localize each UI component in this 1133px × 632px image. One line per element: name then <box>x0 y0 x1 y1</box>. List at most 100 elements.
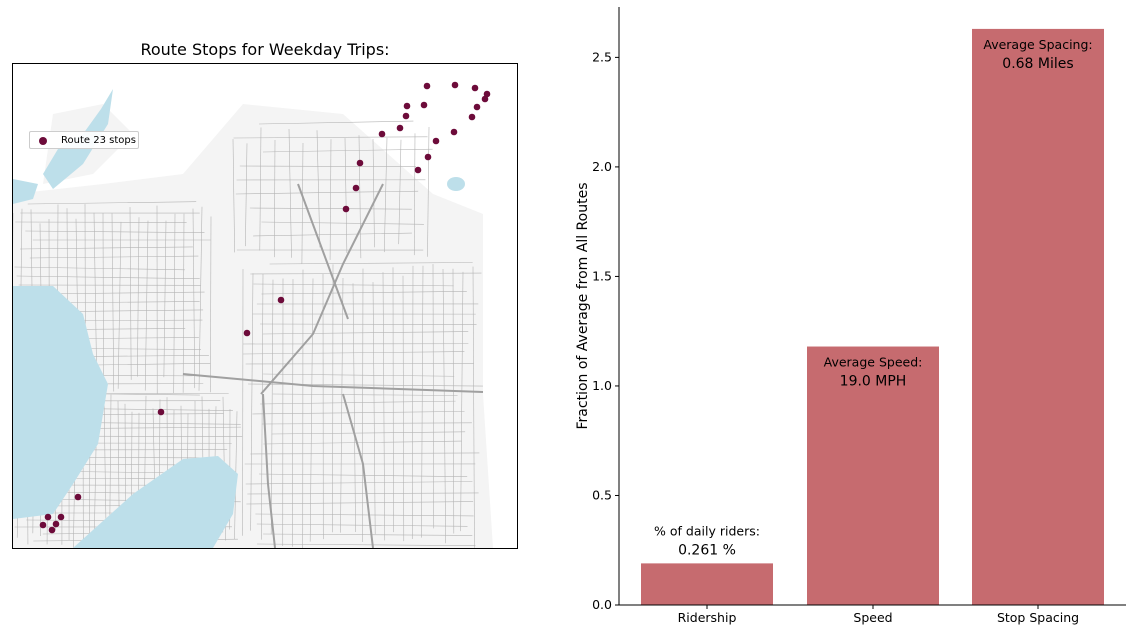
route-stop[interactable] <box>352 184 360 192</box>
route-stop[interactable] <box>74 493 82 501</box>
route-stop[interactable] <box>451 81 459 89</box>
road <box>261 221 424 225</box>
route-stops <box>39 81 491 534</box>
route-stop[interactable] <box>402 112 410 120</box>
route-map[interactable]: Route 23 stops <box>12 63 518 549</box>
road <box>256 543 476 546</box>
route-stop[interactable] <box>396 124 404 132</box>
road <box>250 452 480 455</box>
annotation-label: % of daily riders: <box>654 523 760 538</box>
legend-label: Route 23 stops <box>61 135 136 146</box>
road <box>316 130 321 248</box>
road <box>427 126 430 257</box>
stop-marker-icon <box>39 137 47 145</box>
road <box>301 142 304 264</box>
map-title: Route Stops for Weekday Trips: <box>140 40 390 59</box>
route-stop[interactable] <box>471 84 479 92</box>
road <box>262 148 433 153</box>
route-stop[interactable] <box>481 95 489 103</box>
road <box>442 268 446 544</box>
road <box>245 143 248 247</box>
route-stop[interactable] <box>277 296 285 304</box>
route-stop[interactable] <box>356 159 364 167</box>
road <box>173 213 176 393</box>
road-network <box>13 120 484 548</box>
route-stop[interactable] <box>52 520 60 528</box>
y-tick-label: 2.0 <box>592 159 612 174</box>
road <box>259 127 262 251</box>
land-area <box>13 104 493 548</box>
route-stop[interactable] <box>57 513 65 521</box>
route-stop[interactable] <box>423 82 431 90</box>
road <box>16 275 200 280</box>
x-tick-label: Ridership <box>678 610 737 625</box>
highway <box>342 393 374 548</box>
road <box>413 133 416 256</box>
road <box>460 271 464 532</box>
bar-annotations: % of daily riders: 0.261 % Average Speed: 1… <box>654 37 1093 558</box>
road <box>398 139 402 245</box>
route-stop[interactable] <box>403 102 411 110</box>
bars <box>641 28 1104 605</box>
annotation-label: Average Speed: <box>824 355 923 370</box>
road <box>260 323 477 325</box>
road <box>352 283 356 533</box>
route-stop[interactable] <box>414 166 422 174</box>
map-legend: Route 23 stops <box>29 131 139 149</box>
highway <box>260 183 384 395</box>
road <box>233 136 428 139</box>
road <box>27 201 197 205</box>
road <box>252 232 412 237</box>
road <box>232 139 235 253</box>
route-stop[interactable] <box>424 153 432 161</box>
road <box>210 216 212 393</box>
road <box>383 137 388 253</box>
route-stop[interactable] <box>450 128 458 136</box>
road <box>245 481 473 485</box>
road <box>129 207 132 380</box>
road <box>271 431 466 435</box>
road <box>259 120 414 125</box>
road <box>144 220 149 391</box>
road <box>261 422 472 425</box>
road <box>198 206 203 391</box>
road <box>269 262 473 265</box>
route-stop[interactable] <box>378 130 386 138</box>
route-stop[interactable] <box>243 329 251 337</box>
route-stop[interactable] <box>157 408 165 416</box>
route-stop[interactable] <box>342 205 350 213</box>
road <box>252 411 465 415</box>
road <box>472 266 475 548</box>
road <box>362 268 364 542</box>
road <box>137 217 140 377</box>
road <box>344 138 348 253</box>
route-stop[interactable] <box>48 526 56 534</box>
road <box>255 513 474 517</box>
road <box>117 221 122 389</box>
route-stop[interactable] <box>420 101 428 109</box>
bar-speed <box>807 346 939 605</box>
route-stop[interactable] <box>483 90 491 98</box>
road <box>358 135 362 259</box>
bar-stop-spacing <box>972 28 1104 605</box>
road <box>14 266 185 271</box>
route-stop[interactable] <box>39 521 47 529</box>
road <box>329 139 332 260</box>
y-tick-label: 1.0 <box>592 378 612 393</box>
water-bodies <box>13 89 465 548</box>
road <box>262 331 469 335</box>
road <box>340 278 344 533</box>
route-stop[interactable] <box>44 513 52 521</box>
water-body <box>13 179 38 204</box>
road <box>247 492 479 495</box>
route-stop[interactable] <box>473 103 481 111</box>
road <box>288 128 292 258</box>
road <box>372 282 376 535</box>
route-stop[interactable] <box>432 137 440 145</box>
highway <box>297 183 349 320</box>
axes: Ridership Speed Stop Spacing 0.0 0.5 1.0 1.5 2.… <box>575 7 1126 625</box>
route-stop[interactable] <box>468 113 476 121</box>
road <box>192 208 196 389</box>
road <box>235 190 419 195</box>
road <box>402 275 405 542</box>
